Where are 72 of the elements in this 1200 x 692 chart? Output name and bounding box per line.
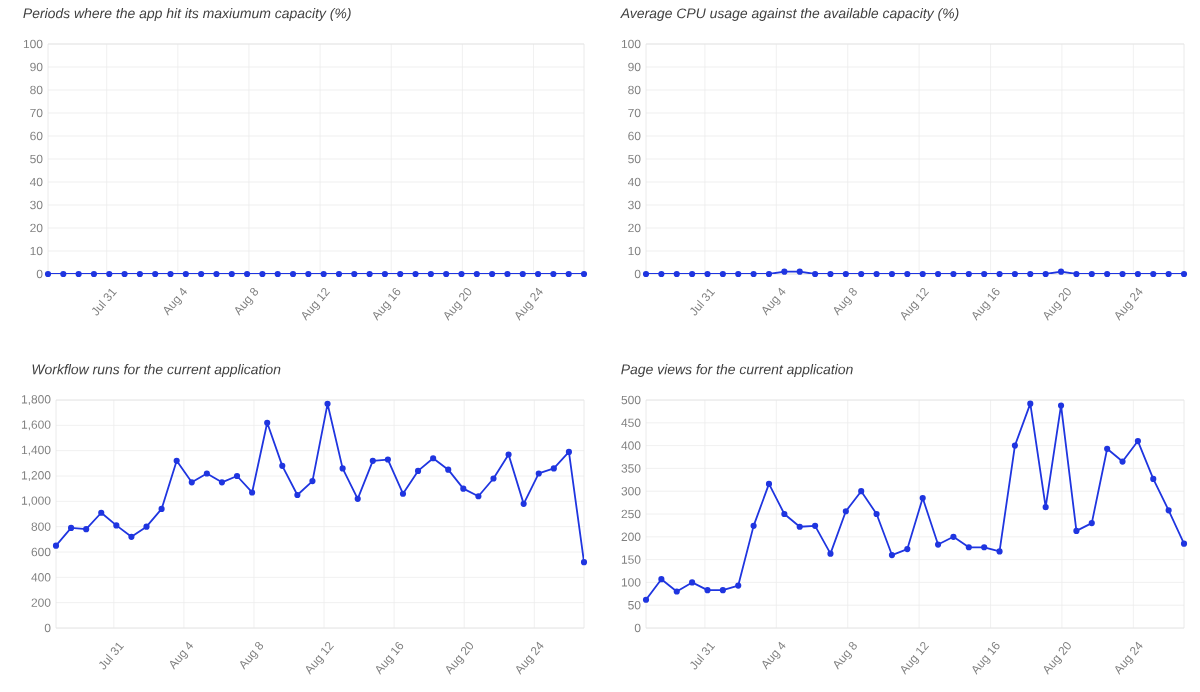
point [188,479,195,486]
point [414,467,422,475]
point [888,551,896,559]
point [950,533,957,540]
point [354,495,361,502]
point [642,596,650,603]
point [719,587,726,594]
point [1150,475,1157,482]
point [827,550,834,557]
point [233,472,241,480]
point [1057,402,1065,409]
point [143,523,150,530]
point [430,455,437,462]
point [842,508,849,515]
point [445,466,452,473]
point [324,400,331,407]
point [658,576,665,583]
point [490,475,497,482]
point [858,488,865,495]
point [505,451,512,458]
point [128,533,135,540]
point [812,522,819,529]
point [535,470,542,477]
point [673,588,680,595]
point [309,477,316,485]
point [934,541,942,548]
point [689,579,696,586]
point [113,522,120,529]
point [735,582,742,589]
point [919,494,926,502]
point [203,470,210,477]
point [294,491,301,499]
point [339,465,346,472]
point [173,457,180,464]
point [1134,437,1141,445]
point [83,526,90,533]
point [996,548,1003,555]
point [384,456,391,463]
point [781,510,788,518]
point [98,509,105,516]
point [1165,507,1172,514]
point [399,490,407,497]
point [965,544,972,551]
point [1180,540,1188,547]
point [704,587,711,594]
point [873,510,880,518]
point [475,493,482,500]
point [279,462,286,469]
point [765,480,773,487]
point [904,546,911,553]
point [1011,442,1019,449]
point [750,522,757,529]
point [580,559,588,566]
point [550,465,557,472]
point [218,479,226,486]
point [67,524,75,532]
point [369,457,376,464]
point [460,485,467,492]
point [796,523,803,530]
point [1088,520,1095,527]
point [158,505,165,513]
point [249,489,256,496]
point [1027,400,1034,407]
point [264,419,271,426]
point [1073,527,1080,534]
point [52,542,60,549]
point [981,544,988,551]
point [1042,504,1049,511]
point [565,448,573,456]
point [520,500,527,507]
point [1104,445,1111,452]
point [1119,458,1126,465]
